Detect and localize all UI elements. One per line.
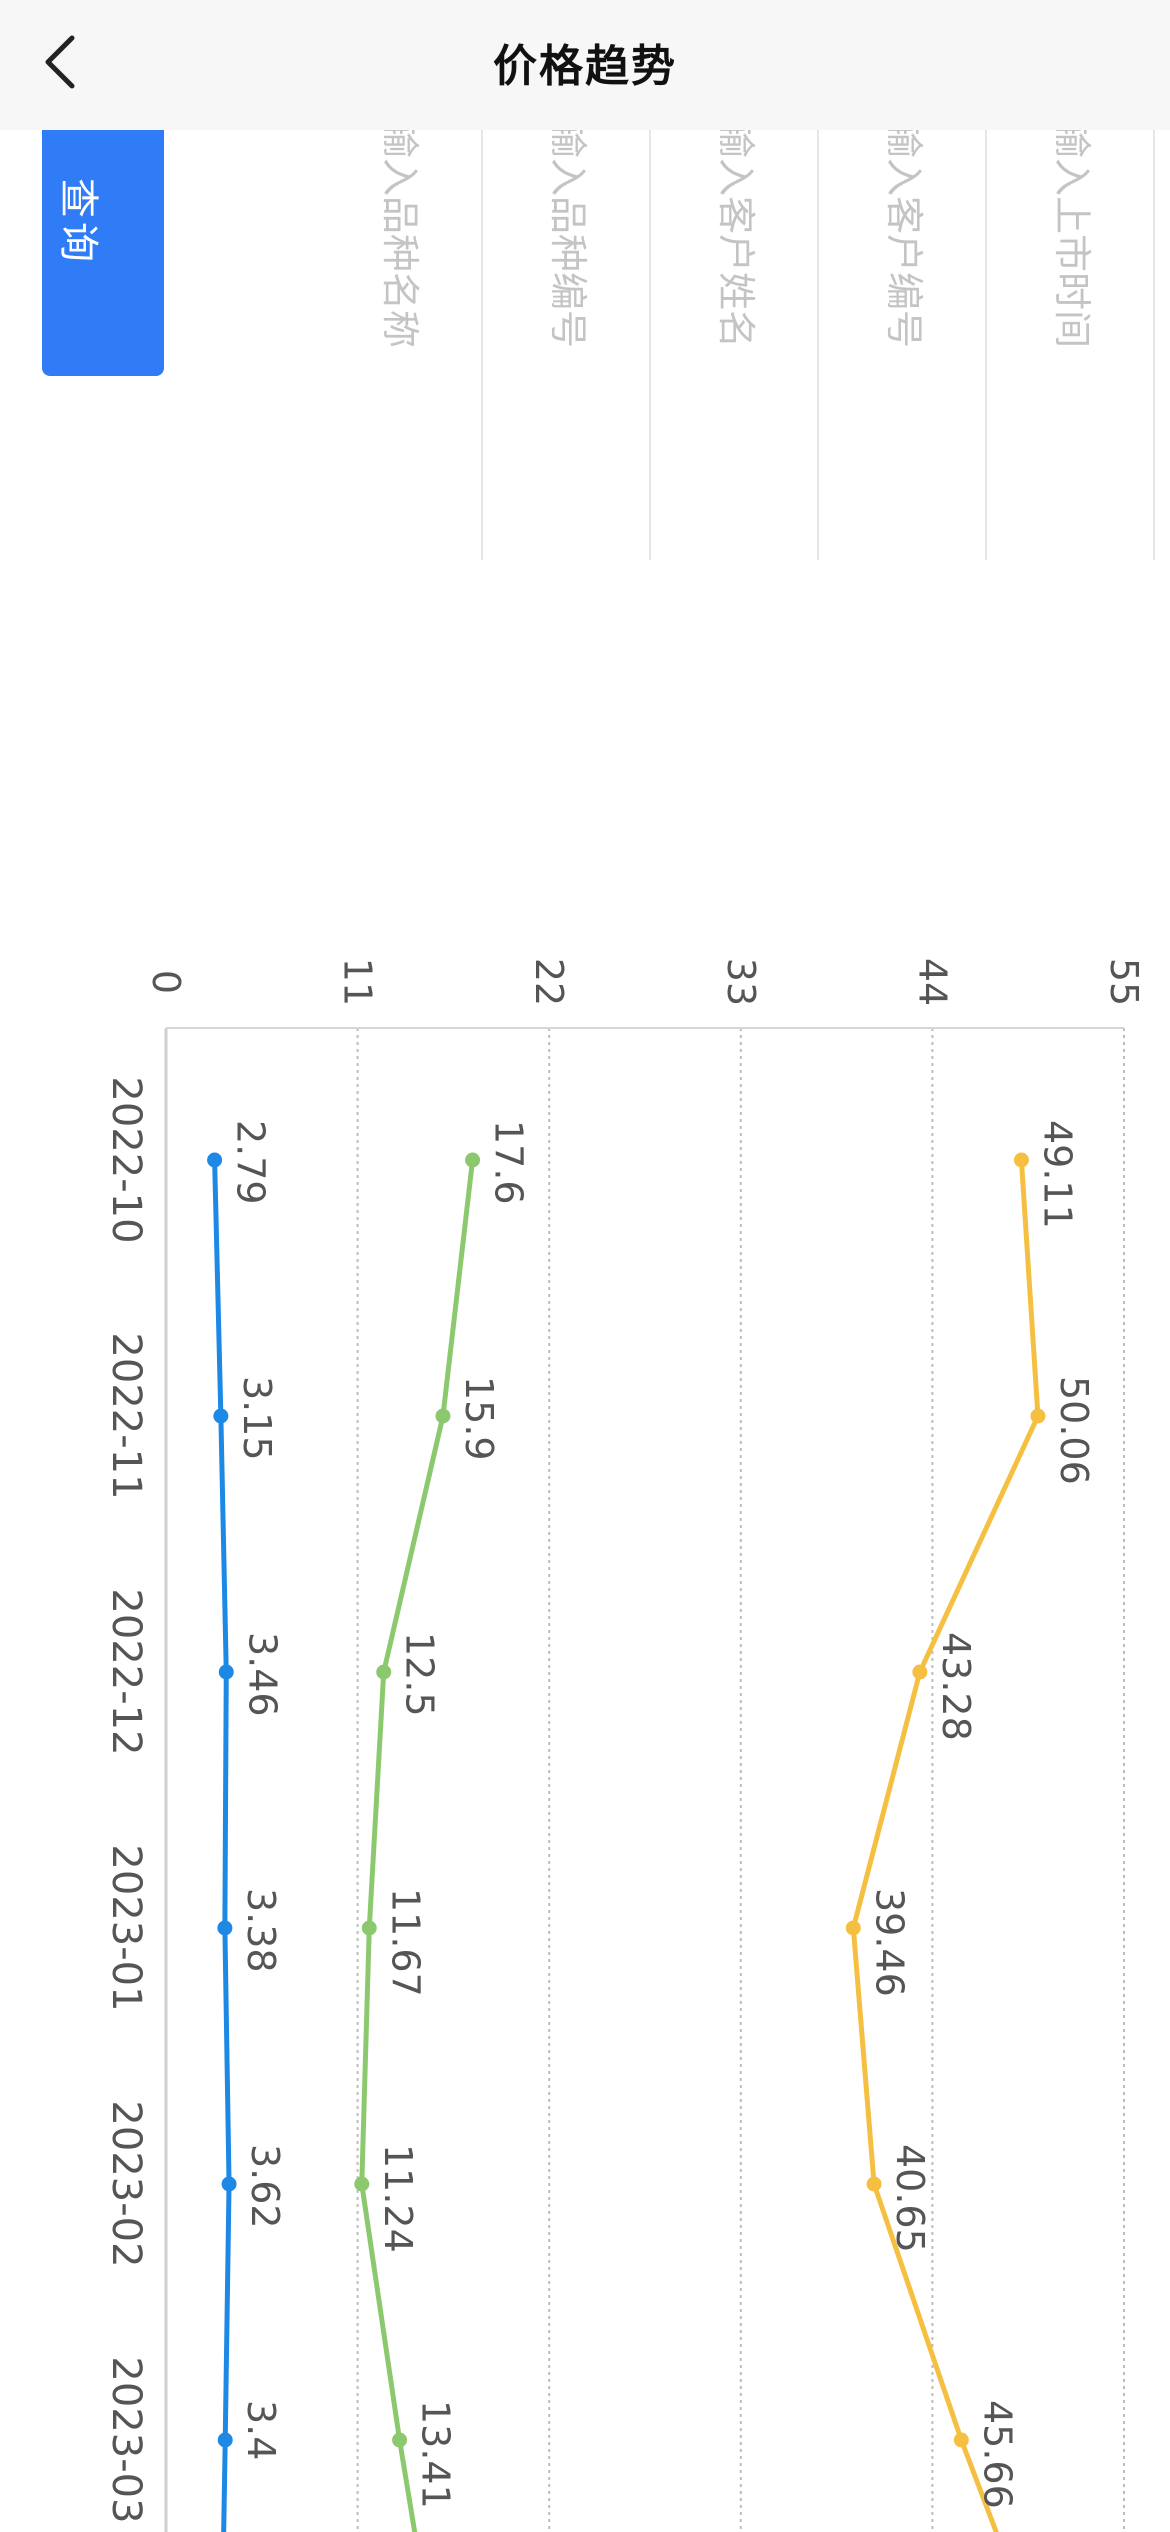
category-tick-label: 2023-02 [103, 2100, 149, 2267]
category-tick-label: 2023-01 [103, 1844, 149, 2011]
data-label: 11.24 [376, 2144, 420, 2253]
data-label: 40.65 [888, 2144, 932, 2253]
filter-input-4[interactable]: 输入品种名称 [316, 120, 483, 560]
filter-input-3[interactable]: 输入品种编号 [484, 120, 651, 560]
data-point [361, 1920, 377, 1936]
data-label: 3.4 [239, 2400, 283, 2460]
data-point [465, 1152, 481, 1168]
series-line [359, 1157, 476, 2532]
data-label: 3.62 [243, 2144, 287, 2229]
data-label: 12.5 [398, 1632, 442, 1717]
value-tick-label: 11 [336, 958, 380, 1006]
data-point [213, 1408, 229, 1424]
data-point [845, 1920, 861, 1936]
data-label: 45.66 [975, 2400, 1019, 2509]
chevron-left-icon [45, 35, 75, 89]
data-label: 3.15 [235, 1376, 279, 1461]
series-line [212, 1157, 232, 2532]
back-button[interactable] [20, 22, 100, 102]
value-tick-label: 22 [527, 958, 571, 1006]
data-point [1013, 1152, 1029, 1168]
category-tick-label: 2022-12 [103, 1588, 149, 1755]
filter-input-2[interactable]: 输入客户姓名 [652, 120, 819, 560]
value-tick-label: 55 [1102, 958, 1146, 1006]
data-label: 15.9 [457, 1376, 501, 1461]
category-tick-label: 2023-03 [103, 2356, 149, 2523]
data-label: 49.11 [1035, 1120, 1079, 1229]
query-button[interactable]: 查询 [42, 120, 164, 376]
data-label: 50.06 [1052, 1376, 1096, 1485]
data-point [1030, 1408, 1046, 1424]
data-point [953, 2432, 969, 2448]
data-point [221, 2176, 237, 2192]
data-label: 13.41 [414, 2400, 458, 2509]
value-tick-label: 33 [719, 958, 763, 1006]
data-label: 3.38 [239, 1888, 283, 1973]
filter-input-0[interactable]: 输入上市时间 [988, 120, 1155, 560]
data-point [207, 1152, 223, 1168]
category-tick-label: 2022-10 [103, 1076, 149, 1243]
value-tick-label: 0 [144, 970, 188, 994]
data-point [217, 2432, 233, 2448]
data-label: 2.79 [229, 1120, 273, 1205]
data-label: 17.6 [487, 1120, 531, 1205]
page-title: 价格趋势 [493, 41, 677, 92]
data-point [866, 2176, 882, 2192]
data-label: 39.46 [867, 1888, 911, 1997]
data-point [217, 1920, 233, 1936]
data-point [392, 2432, 408, 2448]
data-label: 11.67 [383, 1888, 427, 1997]
data-point [354, 2176, 370, 2192]
navigation-bar: 价格趋势 [0, 0, 1170, 130]
data-label: 43.28 [934, 1632, 978, 1741]
data-label: 3.46 [240, 1632, 284, 1717]
data-point [435, 1408, 451, 1424]
data-point [218, 1664, 234, 1680]
filter-input-1[interactable]: 输入客户编号 [820, 120, 987, 560]
category-tick-label: 2022-11 [103, 1332, 149, 1499]
series-line [850, 1157, 1041, 2532]
value-tick-label: 44 [910, 958, 954, 1006]
data-point [376, 1664, 392, 1680]
data-point [912, 1664, 928, 1680]
